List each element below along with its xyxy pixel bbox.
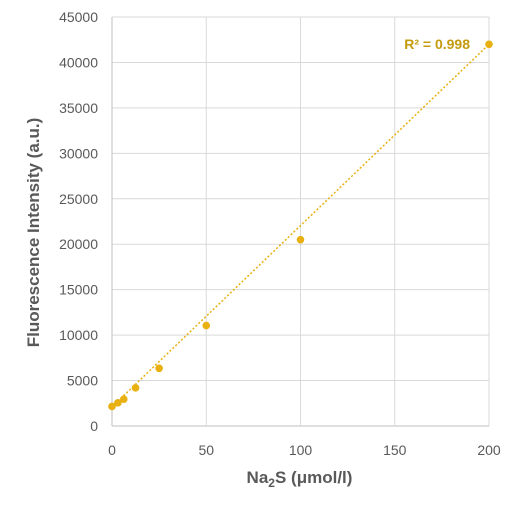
data-point	[296, 235, 305, 244]
x-axis-title: Na2S (μmol/l)	[247, 468, 353, 490]
y-tick-label: 15000	[59, 282, 98, 298]
x-tick-label: 0	[108, 442, 116, 458]
data-point	[485, 40, 493, 49]
data-point	[114, 399, 122, 407]
y-tick-label: 0	[90, 418, 98, 434]
x-tick-label: 150	[383, 442, 407, 458]
y-axis-title: Fluorescence Intensity (a.u.)	[24, 118, 43, 348]
y-tick-label: 45000	[59, 9, 98, 25]
y-tick-label: 35000	[59, 100, 98, 116]
data-point	[131, 384, 140, 392]
y-axis-ticks: 0 5000 10000 15000 20000 25000 30000 35000 40000…	[59, 9, 98, 434]
y-tick-label: 10000	[59, 327, 98, 343]
data-point	[108, 402, 116, 411]
y-tick-label: 5000	[67, 373, 98, 389]
data-point	[119, 395, 128, 403]
y-tick-label: 25000	[59, 191, 98, 207]
x-tick-label: 50	[198, 442, 214, 458]
y-tick-label: 20000	[59, 236, 98, 252]
data-point	[202, 321, 211, 330]
x-axis-ticks: 0 50 100 150 200	[108, 442, 501, 458]
x-tick-label: 200	[477, 442, 501, 458]
y-tick-label: 40000	[59, 54, 98, 70]
gridlines	[111, 16, 490, 427]
x-tick-label: 100	[289, 442, 313, 458]
y-tick-label: 30000	[59, 145, 98, 161]
trendline	[111, 43, 490, 408]
r-squared-label: R² = 0.998	[404, 36, 470, 52]
data-point	[155, 364, 163, 373]
data-points	[108, 40, 493, 411]
